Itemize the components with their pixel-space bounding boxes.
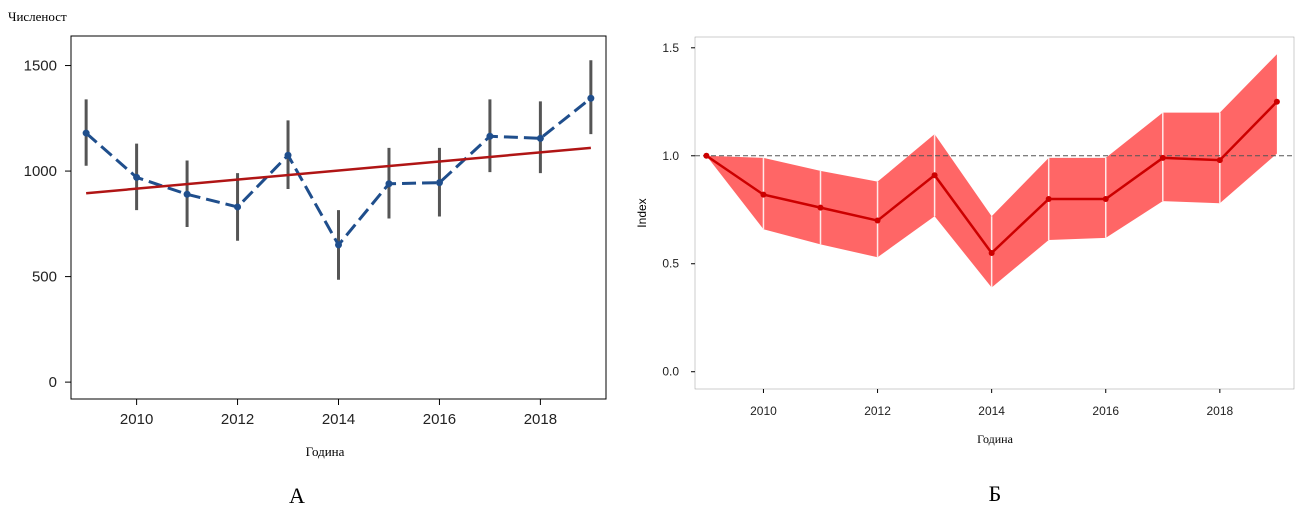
chart-b-data-point — [1045, 195, 1052, 202]
chart-b-data-point — [1159, 154, 1166, 161]
chart-b-data-point — [874, 217, 881, 224]
chart-b-x-tick-label: 2010 — [750, 404, 777, 418]
chart-a-x-tick-label: 2010 — [120, 411, 153, 428]
chart-b-marks — [695, 54, 1294, 288]
chart-b-y-axis: 0.0 0.5 1.0 1.5 — [662, 41, 695, 379]
chart-b-data-point — [1216, 157, 1223, 164]
chart-a-x-axis: 2010 2012 2014 2016 2018 — [120, 399, 557, 428]
chart-a-data-point — [435, 179, 443, 187]
chart-a-data-point — [82, 129, 90, 137]
chart-b-data-point — [988, 249, 995, 256]
chart-b-x-tick-label: 2012 — [864, 404, 891, 418]
chart-a-y-tick-label: 1000 — [24, 163, 57, 180]
chart-b-y-tick-label: 0.5 — [662, 257, 679, 271]
chart-b-data-point — [817, 204, 824, 211]
chart-b: 0.00.51.01.5 2010 2012 2014 2016 2018 Index … — [635, 36, 1295, 506]
chart-a-panel-label: А — [289, 483, 305, 506]
chart-a-xlabel: Година — [306, 444, 345, 459]
chart-b-y-tick-label: 1.5 — [662, 41, 679, 55]
chart-a-data-point — [536, 134, 544, 142]
chart-a-x-tick-label: 2012 — [221, 411, 254, 428]
chart-a-y-tick-label: 500 — [32, 269, 57, 286]
chart-b-ylabel: Index — [635, 198, 649, 227]
chart-b-data-point — [931, 172, 938, 179]
chart-a-y-tick-label: 1500 — [24, 58, 57, 75]
chart-a-data-point — [486, 132, 494, 140]
chart-a-y-axis: 0 500 1000 1500 — [24, 58, 71, 391]
chart-a-ylabel: Численост — [8, 9, 67, 24]
chart-a-x-tick-label: 2018 — [524, 411, 557, 428]
chart-a-data-point — [587, 94, 595, 102]
chart-b-y-tick-label: 0.0 — [662, 365, 679, 379]
chart-a-data-point — [385, 180, 393, 188]
chart-b-x-tick-label: 2018 — [1206, 404, 1233, 418]
chart-a-x-tick-label: 2014 — [322, 411, 355, 428]
chart-a-data-point — [133, 173, 141, 181]
chart-b-x-axis: 2010 2012 2014 2016 2018 — [750, 389, 1234, 418]
chart-a-marks — [82, 60, 595, 280]
chart-a-trend-line — [86, 146, 591, 195]
chart-a-data-point — [183, 190, 191, 198]
chart-b-data-point — [1273, 98, 1280, 105]
chart-b-y-tick-label: 1.0 — [662, 149, 679, 163]
chart-a-y-tick-label: 0 — [49, 374, 57, 391]
chart-b-data-point — [703, 152, 710, 159]
chart-a-data-point — [335, 241, 342, 249]
chart-a-data-point — [234, 203, 242, 211]
chart-a-x-tick-label: 2016 — [423, 411, 456, 428]
chart-a-data-point — [284, 151, 292, 159]
chart-b-x-tick-label: 2014 — [978, 404, 1005, 418]
chart-b-data-point — [760, 191, 767, 198]
chart-b-x-tick-label: 2016 — [1092, 404, 1119, 418]
chart-b-plot-frame — [694, 36, 1295, 390]
chart-b-panel-label: Б — [989, 481, 1002, 506]
chart-b-confidence-band — [706, 54, 1277, 288]
chart-b-xlabel: Година — [977, 432, 1013, 446]
chart-b-data-point — [1102, 195, 1109, 202]
